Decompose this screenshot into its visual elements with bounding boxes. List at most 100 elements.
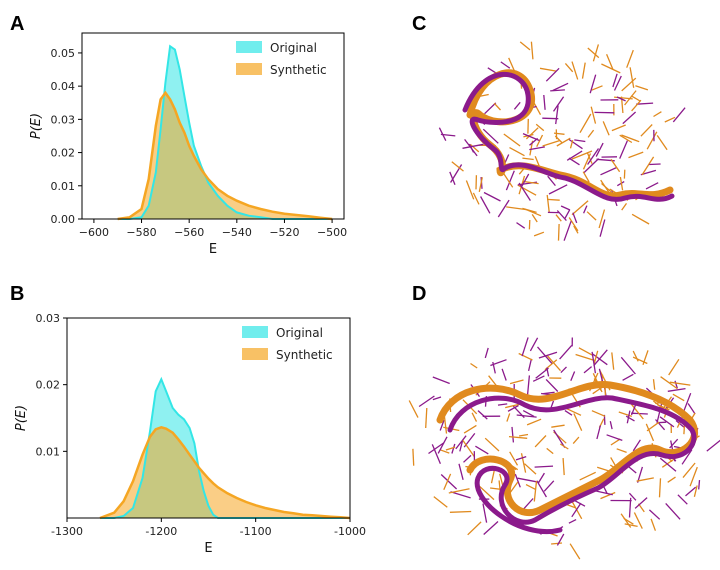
side-chain-stick [520,453,527,473]
side-chain-stick [652,379,656,390]
side-chain-stick [432,376,450,385]
side-chain-stick [505,170,515,191]
side-chain-stick [553,132,565,135]
side-chain-stick [677,494,688,505]
side-chain-stick [568,217,579,232]
side-chain-stick [482,503,488,523]
side-chain-stick [683,392,692,411]
side-chain-stick [628,492,637,501]
side-chain-stick [506,413,511,422]
side-chain-stick [590,106,597,124]
side-chain-stick [653,111,662,118]
side-chain-stick [632,356,648,365]
side-chain-stick [623,517,634,525]
chart-b-area-synthetic [100,427,350,518]
side-chain-stick [484,102,497,115]
side-chain-stick [524,463,537,475]
side-chain-stick [529,337,539,352]
side-chain-stick [469,143,480,153]
side-chain-stick [572,436,580,445]
side-chain-stick [483,521,499,535]
side-chain-stick [571,61,579,80]
side-chain-stick [537,346,553,364]
side-chain-stick [568,519,577,524]
side-chain-stick [551,424,565,428]
side-chain-stick [550,89,565,92]
side-chain-stick [586,152,593,164]
side-chain-stick [428,442,445,455]
side-chain-stick [589,74,597,94]
side-chain-stick [443,473,452,490]
side-chain-stick [425,407,428,429]
side-chain-stick [526,375,531,396]
side-chain-stick [630,95,641,102]
side-chain-stick [616,448,627,454]
side-chain-stick [630,402,644,420]
side-chain-stick [645,423,655,442]
side-chain-stick [472,192,480,205]
side-chain-stick [610,438,621,446]
side-chain-stick [478,485,495,501]
side-chain-stick [525,127,539,140]
side-chain-stick [520,173,530,188]
chart-a-area-synthetic [117,92,333,219]
side-chain-stick [451,443,456,454]
side-chain-stick [572,212,578,224]
side-chain-stick [706,439,720,452]
side-chain-stick [560,366,567,374]
side-chain-stick [681,449,693,465]
chart-b-ylabel: P(E) [14,405,29,431]
backbone-ribbon-orange-d [436,380,699,517]
side-chain-stick [598,209,606,229]
side-chain-stick [571,502,582,518]
side-chain-stick [624,523,638,528]
side-chain-stick [509,147,525,157]
side-chain-stick [601,63,621,74]
side-chain-stick [667,476,676,483]
side-chain-stick [600,179,610,194]
side-chain-stick [534,435,547,448]
side-chain-stick [621,77,637,92]
side-chain-stick [642,350,649,366]
side-chain-stick [511,426,515,443]
side-chain-stick [586,211,597,221]
side-chain-stick [536,134,544,147]
chart-b-line-synthetic [99,425,351,520]
side-chain-stick [593,349,608,367]
side-chain-stick [685,486,697,497]
panel-letter-a: A [10,13,24,35]
side-chain-stick [509,451,519,466]
side-chain-stick [527,358,533,372]
side-chain-stick [658,478,662,498]
side-chain-stick [583,205,588,214]
side-chain-stick [574,139,586,143]
side-chain-stick [564,62,574,73]
side-chain-stick [635,85,649,91]
side-chain-stick [571,150,593,160]
side-chain-stick [656,135,668,151]
side-chain-stick [568,157,580,166]
side-chain-stick [693,485,698,497]
side-chain-stick [689,466,698,487]
side-chain-stick [445,446,456,451]
side-chain-stick [636,466,644,483]
side-chain-stick [522,410,535,417]
side-chain-stick [439,419,445,431]
side-chain-stick [628,151,644,159]
side-chain-stick [509,379,524,385]
side-chain-stick [468,143,475,153]
side-chain-stick [587,47,600,59]
chart-a-xtick-label: −600 [79,226,109,239]
side-chain-stick [622,373,634,381]
side-chain-stick [503,133,521,147]
side-chain-stick [612,73,618,88]
chart-a-ytick-label: 0.02 [51,147,76,160]
side-chain-stick [557,223,560,241]
chart-a-ytick-label: 0.05 [51,47,76,60]
chart-b-legend: Original Synthetic [242,326,333,362]
side-chain-stick [483,191,501,202]
side-chain-stick [649,163,661,166]
side-chain-stick [591,351,597,374]
side-chain-stick [533,231,545,237]
